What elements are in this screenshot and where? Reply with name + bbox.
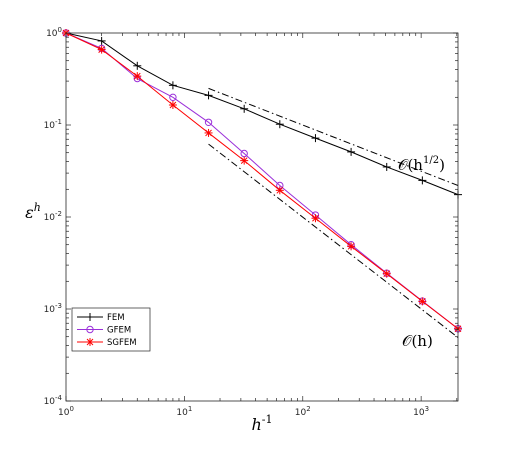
y-tick-label: 10-3	[44, 302, 62, 315]
annotation-first-order: 𝒪(h)	[402, 332, 433, 350]
series-fem	[62, 29, 462, 199]
legend-marker	[86, 313, 94, 321]
reference-line-first-order	[208, 143, 459, 338]
legend-entry-sgfem: SGFEM	[77, 338, 137, 348]
y-tick-label: 100	[46, 26, 62, 39]
data-point-fem	[275, 120, 284, 129]
data-point-sgfem	[382, 269, 391, 278]
data-point-sgfem	[240, 156, 249, 165]
data-point-gfem	[169, 93, 177, 102]
data-point-fem	[311, 134, 320, 143]
series-line-fem	[65, 32, 459, 196]
legend-entry-fem: FEM	[77, 313, 125, 323]
legend-marker	[86, 325, 94, 334]
data-point-fem	[418, 176, 427, 185]
y-axis-label: εh	[25, 201, 41, 222]
data-point-fem	[168, 81, 177, 90]
y-tick-label: 10-4	[44, 394, 63, 407]
legend-label: GFEM	[107, 326, 131, 336]
x-tick-label: 101	[176, 405, 192, 418]
x-tick-label: 102	[295, 405, 311, 418]
ticks: 100 101 102 103 10-4 10-3 10-2 10-1 100	[44, 26, 458, 418]
y-tick-label: 10-2	[44, 210, 62, 223]
data-point-fem	[204, 91, 213, 100]
data-point-sgfem	[275, 186, 284, 195]
data-point-sgfem	[97, 45, 106, 54]
data-point-gfem	[204, 118, 213, 126]
data-point-sgfem	[133, 72, 142, 81]
series-layer	[62, 29, 462, 333]
x-axis-label: h-1	[251, 413, 272, 434]
data-point-sgfem	[418, 297, 427, 306]
series-line-sgfem	[65, 32, 459, 330]
data-point-fem	[347, 147, 356, 156]
data-point-fem	[240, 104, 249, 113]
data-point-fem	[97, 36, 106, 45]
legend: FEM GFEM SGFEM	[71, 307, 151, 352]
data-point-sgfem	[168, 100, 177, 109]
legend-entry-gfem: GFEM	[77, 326, 131, 336]
data-point-fem	[382, 162, 391, 171]
legend-marker	[86, 338, 94, 346]
legend-label: SGFEM	[107, 338, 137, 348]
x-tick-label: 100	[58, 405, 74, 418]
data-point-sgfem	[204, 128, 213, 137]
y-tick-label: 10-1	[44, 118, 62, 131]
data-point-fem	[133, 61, 142, 70]
reference-lines	[208, 87, 459, 338]
x-tick-label: 103	[413, 405, 429, 418]
data-point-sgfem	[311, 214, 320, 223]
annotation-half-order: 𝒪(h1/2)	[398, 155, 445, 174]
data-point-sgfem	[347, 242, 356, 251]
legend-label: FEM	[107, 313, 125, 323]
reference-line-half-order	[208, 87, 459, 186]
